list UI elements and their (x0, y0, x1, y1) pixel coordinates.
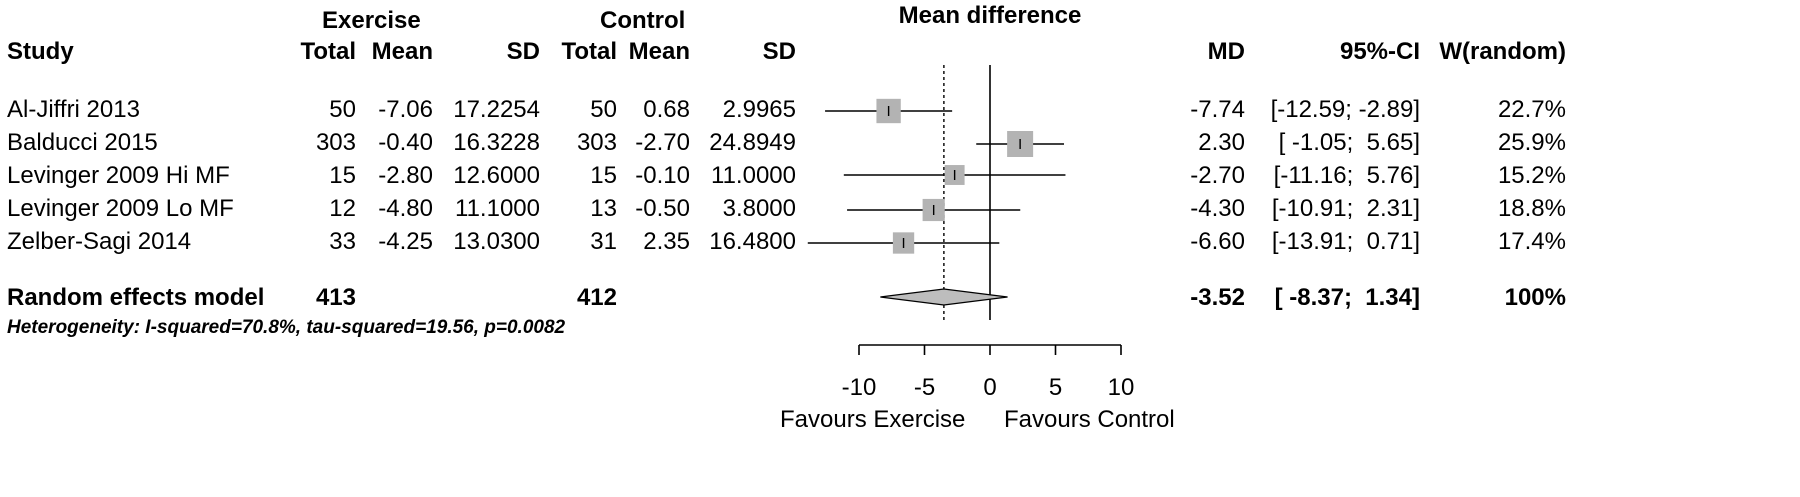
summary-label: Random effects model (7, 284, 265, 311)
x-axis-tick-label: -5 (914, 374, 935, 401)
sd-exercise: 16.3228 (453, 129, 540, 156)
sd-control: 2.9965 (722, 96, 796, 123)
col-study: Study (7, 38, 74, 65)
summary-diamond (880, 288, 1008, 306)
mean-control: -0.10 (635, 162, 690, 189)
total-exercise: 12 (329, 195, 356, 222)
weight-value: 15.2% (1497, 162, 1566, 189)
sd-control: 16.4800 (709, 228, 796, 255)
sd-exercise: 12.6000 (453, 162, 540, 189)
control-group-label: Control (600, 7, 686, 34)
plot-title: Mean difference (898, 2, 1082, 29)
favours-control-label: Favours Control (1004, 406, 1175, 433)
heterogeneity-note: Heterogeneity: I-squared=70.8%, tau-squa… (7, 317, 566, 338)
sd-exercise: 11.1000 (455, 195, 540, 222)
x-axis-tick-label: -10 (842, 374, 877, 401)
sd-control: 3.8000 (722, 195, 796, 222)
total-control: 15 (590, 162, 617, 189)
col-mean-exercise: Mean (371, 38, 433, 65)
study-name: Zelber-Sagi 2014 (7, 228, 192, 255)
mean-control: -0.50 (635, 195, 690, 222)
study-name: Levinger 2009 Hi MF (7, 162, 230, 189)
col-weight: W(random) (1439, 38, 1566, 65)
sd-control: 24.8949 (709, 129, 796, 156)
x-axis-tick-label: 10 (1108, 374, 1135, 401)
md-value: -6.60 (1190, 228, 1245, 255)
ci-value: [-12.59; -2.89] (1270, 96, 1420, 123)
study-name: Balducci 2015 (7, 129, 158, 156)
weight-value: 25.9% (1497, 129, 1566, 156)
col-sd-exercise: SD (506, 38, 540, 65)
total-exercise: 33 (329, 228, 356, 255)
study-name: Levinger 2009 Lo MF (7, 195, 234, 222)
summary-total-exercise: 413 (315, 284, 356, 311)
total-control: 31 (590, 228, 617, 255)
sd-exercise: 17.2254 (453, 96, 540, 123)
mean-exercise: -0.40 (378, 129, 433, 156)
summary-weight: 100% (1504, 284, 1566, 311)
ci-value: [-13.91; 0.71] (1271, 228, 1420, 255)
md-value: -4.30 (1190, 195, 1245, 222)
total-exercise: 50 (329, 96, 356, 123)
study-name: Al-Jiffri 2013 (7, 96, 140, 123)
total-control: 13 (590, 195, 617, 222)
mean-control: -2.70 (635, 129, 690, 156)
md-value: -7.74 (1190, 96, 1245, 123)
col-total-exercise: Total (300, 38, 356, 65)
md-value: -2.70 (1190, 162, 1245, 189)
favours-exercise-label: Favours Exercise (780, 406, 966, 433)
summary-ci: [ -8.37; 1.34] (1274, 284, 1420, 311)
mean-exercise: -2.80 (378, 162, 433, 189)
ci-value: [-11.16; 5.76] (1273, 162, 1420, 189)
total-exercise: 15 (329, 162, 356, 189)
total-exercise: 303 (315, 129, 356, 156)
weight-value: 18.8% (1497, 195, 1566, 222)
total-control: 303 (576, 129, 617, 156)
col-total-control: Total (561, 38, 617, 65)
mean-control: 2.35 (643, 228, 690, 255)
col-sd-control: SD (762, 38, 796, 65)
summary-md: -3.52 (1190, 284, 1245, 311)
ci-value: [ -1.05; 5.65] (1278, 129, 1420, 156)
md-value: 2.30 (1198, 129, 1245, 156)
x-axis-tick-label: 5 (1049, 374, 1062, 401)
sd-exercise: 13.0300 (453, 228, 540, 255)
ci-value: [-10.91; 2.31] (1271, 195, 1420, 222)
mean-control: 0.68 (643, 96, 690, 123)
summary-total-control: 412 (576, 284, 617, 311)
weight-value: 22.7% (1497, 96, 1566, 123)
mean-exercise: -7.06 (378, 96, 433, 123)
col-md: MD (1207, 38, 1245, 65)
total-control: 50 (590, 96, 617, 123)
exercise-group-label: Exercise (322, 7, 421, 34)
col-ci: 95%-CI (1339, 38, 1420, 65)
weight-value: 17.4% (1497, 228, 1566, 255)
sd-control: 11.0000 (711, 162, 796, 189)
mean-exercise: -4.25 (378, 228, 433, 255)
mean-exercise: -4.80 (378, 195, 433, 222)
col-mean-control: Mean (628, 38, 690, 65)
x-axis-tick-label: 0 (983, 374, 996, 401)
